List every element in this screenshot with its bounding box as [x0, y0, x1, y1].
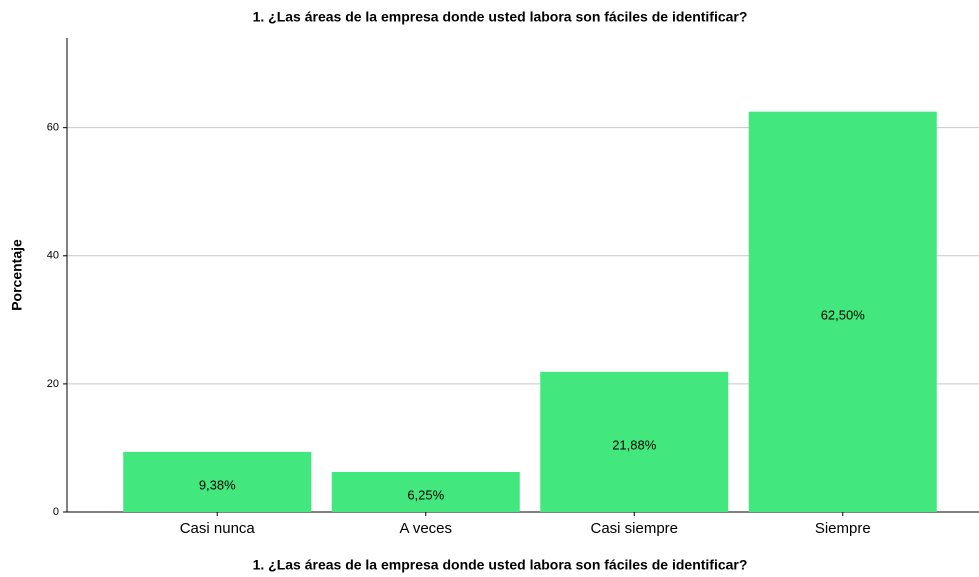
data-label: 62,50%	[821, 307, 866, 322]
bar	[123, 451, 312, 512]
x-tick-label: A veces	[399, 520, 452, 537]
data-label: 9,38%	[199, 477, 236, 492]
x-tick-label: Casi siempre	[590, 520, 678, 537]
data-label: 6,25%	[407, 487, 444, 502]
bar	[540, 371, 729, 512]
y-tick-label: 40	[47, 250, 59, 262]
y-tick-label: 20	[47, 378, 59, 390]
y-axis-title: Porcentaje	[9, 239, 25, 311]
bar	[331, 471, 520, 512]
bar	[748, 111, 937, 512]
data-label: 21,88%	[612, 437, 657, 452]
chart-title: 1. ¿Las áreas de la empresa donde usted …	[253, 9, 748, 25]
y-tick-label: 60	[47, 122, 59, 134]
x-axis-title: 1. ¿Las áreas de la empresa donde usted …	[253, 557, 748, 573]
x-tick-label: Siempre	[815, 520, 871, 537]
y-tick-label: 0	[53, 506, 59, 518]
x-tick-label: Casi nunca	[180, 520, 256, 537]
